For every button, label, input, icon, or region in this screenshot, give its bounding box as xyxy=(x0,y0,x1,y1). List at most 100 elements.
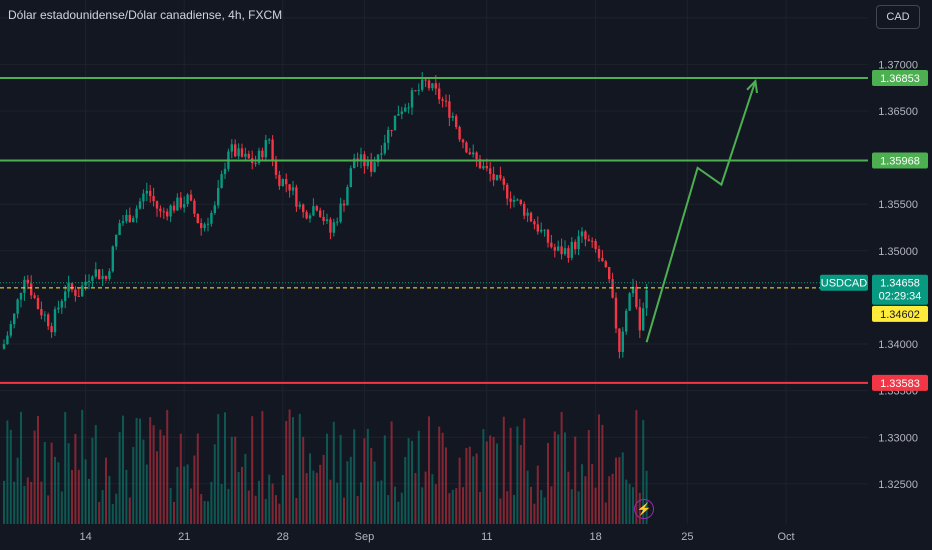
volume-bar xyxy=(332,421,335,524)
volume-bar xyxy=(166,409,169,524)
candle-body xyxy=(305,212,308,219)
candle-body xyxy=(594,240,597,249)
candle-body xyxy=(43,314,46,316)
volume-bar xyxy=(43,441,46,524)
volume-bar xyxy=(298,413,301,524)
volume-bar xyxy=(237,472,240,524)
candle-body xyxy=(315,206,318,211)
volume-bar xyxy=(26,477,29,524)
candle-body xyxy=(387,129,390,143)
candle-body xyxy=(104,275,108,279)
candle-body xyxy=(638,307,641,331)
candle-body xyxy=(77,295,80,297)
candle-body xyxy=(40,308,43,316)
volume-bar xyxy=(309,453,311,524)
volume-bar xyxy=(587,429,590,524)
volume-bar xyxy=(485,441,488,524)
candle-body xyxy=(142,193,145,202)
volume-bar xyxy=(601,424,604,524)
candle-body xyxy=(618,328,621,352)
volume-bar xyxy=(349,456,352,524)
candle-body xyxy=(210,212,213,224)
volume-bar xyxy=(489,435,492,524)
volume-bar xyxy=(380,480,383,524)
volume-bar xyxy=(241,466,243,524)
candle-body xyxy=(291,187,295,191)
volume-bar xyxy=(441,432,444,524)
volume-bar xyxy=(336,482,339,524)
candle-body xyxy=(342,203,346,206)
candle-body xyxy=(172,205,176,211)
candle-body xyxy=(580,231,584,237)
candle-body xyxy=(53,309,57,333)
volume-bar xyxy=(625,479,628,524)
volume-bar xyxy=(145,464,148,524)
volume-bar xyxy=(230,436,233,524)
candle-body xyxy=(546,229,550,243)
candle-body xyxy=(397,114,400,116)
volume-bar xyxy=(445,447,447,524)
symbol-tag: USDCAD xyxy=(821,278,868,290)
volume-bar xyxy=(67,443,70,524)
candle-body xyxy=(125,214,128,222)
volume-bar xyxy=(98,502,101,524)
candle-body xyxy=(557,246,560,251)
candle-body xyxy=(543,229,546,231)
candle-body xyxy=(509,198,512,202)
candle-body xyxy=(506,184,509,199)
volume-bar xyxy=(224,412,226,524)
volume-bar xyxy=(604,502,607,524)
volume-bar xyxy=(594,487,597,524)
candle-body xyxy=(431,83,434,89)
candle-body xyxy=(359,154,363,161)
currency-button[interactable]: CAD xyxy=(876,5,920,29)
volume-bar xyxy=(431,474,434,524)
candle-body xyxy=(47,314,50,327)
volume-bar xyxy=(553,431,556,524)
volume-bar xyxy=(451,489,454,524)
candle-body xyxy=(417,89,420,91)
candle-body xyxy=(298,204,301,207)
volume-bar xyxy=(132,446,135,524)
candle-body xyxy=(108,271,111,279)
volume-bar xyxy=(506,491,509,524)
level-label: 1.33583 xyxy=(880,378,920,390)
candle-body xyxy=(346,187,349,206)
candle-body xyxy=(152,196,155,202)
candle-body xyxy=(149,190,152,197)
time-axis-label: 11 xyxy=(481,531,492,543)
volume-bar xyxy=(190,488,192,524)
candle-body xyxy=(81,285,84,297)
volume-bar xyxy=(244,453,247,524)
candle-body xyxy=(274,161,278,175)
volume-bar xyxy=(268,474,271,524)
volume-bar xyxy=(407,438,410,524)
price-axis-tick: 1.36500 xyxy=(878,106,918,118)
volume-bar xyxy=(234,436,237,524)
volume-bar xyxy=(530,486,532,524)
candle-body xyxy=(349,168,352,188)
volume-bar xyxy=(261,411,264,524)
volume-bar xyxy=(47,495,50,524)
volume-bar xyxy=(339,434,342,524)
countdown-label: 02:29:34 xyxy=(879,291,922,303)
candle-body xyxy=(23,279,26,293)
volume-bar xyxy=(397,501,400,524)
price-axis-tick: 1.32500 xyxy=(878,479,918,491)
candle-body xyxy=(257,150,261,163)
candle-body xyxy=(30,283,33,296)
volume-bar xyxy=(122,415,124,524)
volume-bar xyxy=(608,476,611,524)
volume-bar xyxy=(645,470,648,524)
candle-body xyxy=(278,174,281,187)
candle-body xyxy=(6,335,9,345)
candle-body xyxy=(312,206,315,216)
volume-bar xyxy=(615,457,617,524)
lightning-icon[interactable]: ⚡ xyxy=(634,499,654,519)
volume-bar xyxy=(479,492,481,524)
candle-body xyxy=(499,174,502,179)
volume-bar xyxy=(414,473,417,524)
candle-body xyxy=(288,184,291,191)
candle-body xyxy=(268,139,271,141)
